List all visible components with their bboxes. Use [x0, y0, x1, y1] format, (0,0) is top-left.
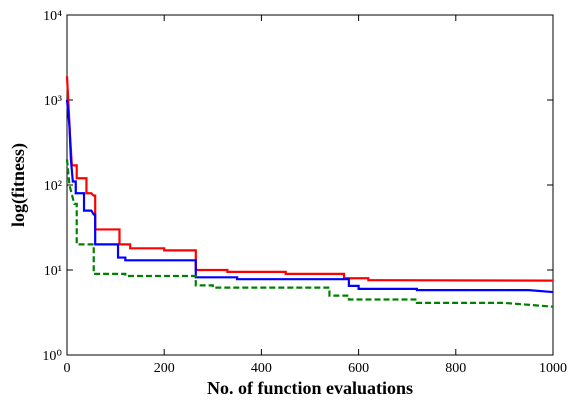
y-tick-label: 10²: [44, 179, 62, 194]
x-tick-label: 1000: [539, 361, 567, 376]
series-line: [65, 76, 554, 282]
series-line: [65, 159, 554, 308]
x-tick-label: 800: [445, 361, 466, 376]
x-axis-label: No. of function evaluations: [207, 378, 413, 398]
y-tick-label: 10⁴: [43, 9, 62, 24]
y-axis-label: log(fitness): [8, 143, 29, 227]
y-tick-label: 10⁰: [42, 349, 62, 364]
series-line: [65, 99, 554, 294]
x-tick-label: 0: [64, 361, 71, 376]
x-tick-label: 200: [154, 361, 175, 376]
y-tick-label: 10³: [44, 94, 62, 109]
x-tick-label: 600: [348, 361, 369, 376]
y-tick-label: 10¹: [44, 264, 62, 279]
x-tick-label: 400: [251, 361, 272, 376]
